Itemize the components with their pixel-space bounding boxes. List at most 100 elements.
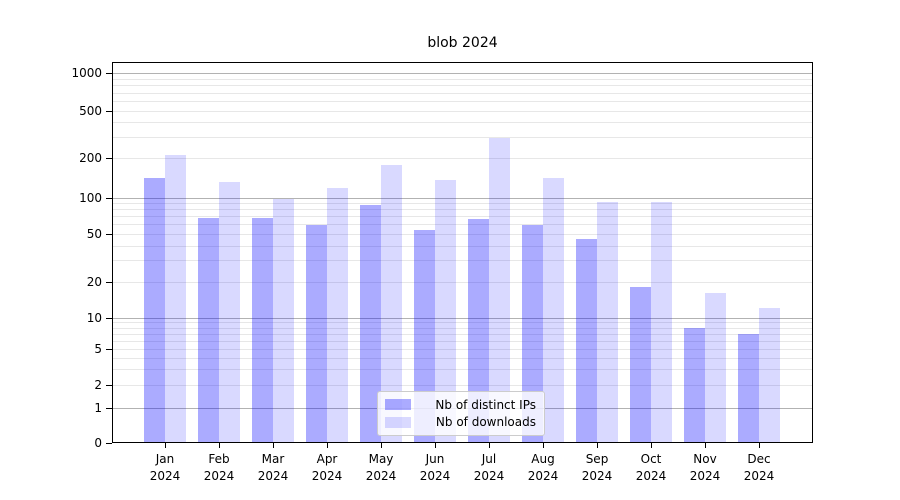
minor-gridline bbox=[112, 101, 813, 102]
plot-area bbox=[112, 62, 813, 443]
x-tick-mark bbox=[219, 443, 220, 448]
bar-distinct-ips bbox=[414, 229, 435, 443]
bar-distinct-ips bbox=[576, 239, 597, 443]
bar-downloads bbox=[489, 138, 510, 443]
x-tick-mark bbox=[273, 443, 274, 448]
bar-downloads bbox=[759, 308, 780, 443]
legend-item-distinct-ips: Nb of distinct IPs bbox=[385, 398, 536, 412]
x-tick-label: Mar 2024 bbox=[257, 452, 289, 483]
minor-gridline bbox=[112, 85, 813, 86]
x-tick-mark bbox=[381, 443, 382, 448]
major-gridline bbox=[112, 198, 813, 199]
y-tick-mark bbox=[106, 349, 112, 350]
y-tick-label: 1 bbox=[94, 401, 102, 415]
y-tick-label: 20 bbox=[86, 275, 102, 289]
minor-gridline bbox=[112, 349, 813, 350]
legend-item-downloads: Nb of downloads bbox=[385, 415, 536, 429]
y-tick-mark bbox=[106, 73, 112, 74]
bar-downloads bbox=[165, 155, 186, 443]
y-tick-label: 0 bbox=[94, 436, 102, 450]
bar-downloads bbox=[435, 180, 456, 443]
x-tick-label: Aug 2024 bbox=[527, 452, 559, 483]
bar-distinct-ips bbox=[468, 218, 489, 443]
x-tick-mark bbox=[597, 443, 598, 448]
y-tick-label: 500 bbox=[79, 104, 102, 118]
y-tick-label: 200 bbox=[79, 151, 102, 165]
chart-title: blob 2024 bbox=[427, 35, 498, 51]
bar-distinct-ips bbox=[684, 327, 705, 443]
bar-downloads bbox=[705, 293, 726, 443]
x-tick-label: Oct 2024 bbox=[635, 452, 667, 483]
minor-gridline bbox=[112, 224, 813, 225]
y-tick-mark bbox=[106, 111, 112, 112]
minor-gridline bbox=[112, 79, 813, 80]
minor-gridline bbox=[112, 358, 813, 359]
minor-gridline bbox=[112, 322, 813, 323]
legend-label-distinct-ips: Nb of distinct IPs bbox=[435, 397, 536, 412]
bar-distinct-ips bbox=[522, 225, 543, 443]
minor-gridline bbox=[112, 328, 813, 329]
y-tick-mark bbox=[106, 282, 112, 283]
legend-swatch-distinct-ips bbox=[385, 399, 411, 411]
bar-downloads bbox=[597, 202, 618, 443]
bar-distinct-ips bbox=[306, 225, 327, 443]
bar-downloads bbox=[273, 199, 294, 443]
y-tick-label: 10 bbox=[86, 311, 102, 325]
x-tick-label: May 2024 bbox=[365, 452, 397, 483]
x-tick-mark bbox=[489, 443, 490, 448]
minor-gridline bbox=[112, 203, 813, 204]
bar-downloads bbox=[219, 181, 240, 443]
bar-distinct-ips bbox=[738, 333, 759, 443]
x-tick-label: Jun 2024 bbox=[419, 452, 451, 483]
y-tick-mark bbox=[106, 385, 112, 386]
y-tick-mark bbox=[106, 234, 112, 235]
minor-gridline bbox=[112, 209, 813, 210]
bar-distinct-ips bbox=[360, 204, 381, 443]
x-tick-mark bbox=[705, 443, 706, 448]
x-tick-mark bbox=[327, 443, 328, 448]
legend-label-downloads: Nb of downloads bbox=[435, 415, 536, 430]
major-gridline bbox=[112, 73, 813, 74]
x-tick-label: Jan 2024 bbox=[149, 452, 181, 483]
minor-gridline bbox=[112, 111, 813, 112]
bar-distinct-ips bbox=[198, 217, 219, 443]
x-tick-label: Apr 2024 bbox=[311, 452, 343, 483]
minor-gridline bbox=[112, 369, 813, 370]
minor-gridline bbox=[112, 385, 813, 386]
x-tick-mark bbox=[651, 443, 652, 448]
minor-gridline bbox=[112, 234, 813, 235]
bar-distinct-ips bbox=[252, 217, 273, 443]
major-gridline bbox=[112, 318, 813, 319]
bar-downloads bbox=[327, 188, 348, 443]
y-tick-label: 1000 bbox=[71, 66, 102, 80]
x-tick-label: Feb 2024 bbox=[203, 452, 235, 483]
bar-downloads bbox=[651, 202, 672, 443]
minor-gridline bbox=[112, 260, 813, 261]
y-tick-mark bbox=[106, 408, 112, 409]
y-tick-label: 50 bbox=[86, 227, 102, 241]
y-tick-mark bbox=[106, 158, 112, 159]
minor-gridline bbox=[112, 334, 813, 335]
y-tick-mark bbox=[106, 318, 112, 319]
y-tick-label: 100 bbox=[79, 191, 102, 205]
minor-gridline bbox=[112, 246, 813, 247]
minor-gridline bbox=[112, 122, 813, 123]
y-tick-label: 5 bbox=[94, 342, 102, 356]
bar-downloads bbox=[543, 178, 564, 443]
bar-downloads bbox=[381, 164, 402, 443]
minor-gridline bbox=[112, 158, 813, 159]
minor-gridline bbox=[112, 93, 813, 94]
bar-distinct-ips bbox=[630, 286, 651, 443]
y-tick-mark bbox=[106, 443, 112, 444]
minor-gridline bbox=[112, 137, 813, 138]
legend-swatch-downloads bbox=[385, 416, 411, 428]
x-tick-label: Jul 2024 bbox=[473, 452, 505, 483]
x-tick-mark bbox=[759, 443, 760, 448]
bar-distinct-ips bbox=[144, 178, 165, 443]
minor-gridline bbox=[112, 216, 813, 217]
legend: Nb of distinct IPs Nb of downloads bbox=[377, 391, 545, 436]
x-tick-label: Dec 2024 bbox=[743, 452, 775, 483]
x-tick-label: Sep 2024 bbox=[581, 452, 613, 483]
minor-gridline bbox=[112, 282, 813, 283]
